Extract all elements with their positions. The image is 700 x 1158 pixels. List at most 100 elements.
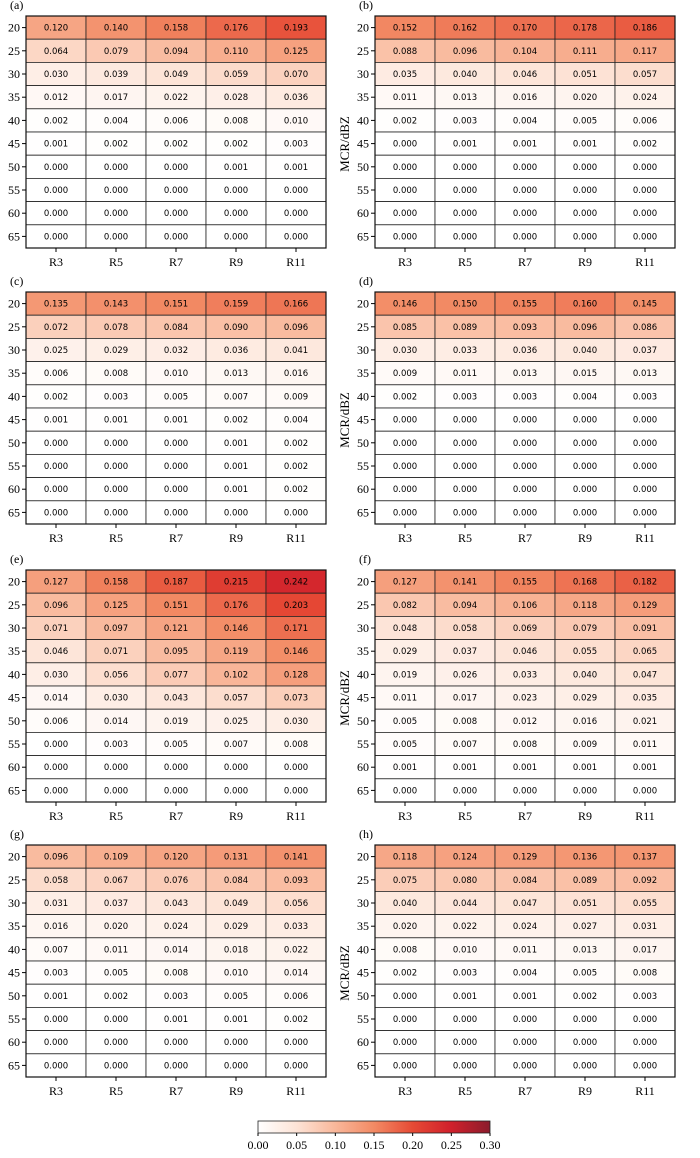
x-tick-label: R11 bbox=[286, 809, 306, 823]
x-tick-label: R7 bbox=[518, 1084, 532, 1098]
colorbar-tick-label: 0.10 bbox=[325, 1138, 346, 1152]
cell-value-label: 0.024 bbox=[513, 922, 537, 932]
x-tick-label: R3 bbox=[398, 1084, 412, 1098]
cell-value-label: 0.000 bbox=[44, 1038, 68, 1048]
x-tick-label: R9 bbox=[229, 255, 243, 269]
cell-value-label: 0.096 bbox=[44, 601, 68, 611]
y-tick-label: 55 bbox=[357, 1012, 369, 1026]
cell-value-label: 0.007 bbox=[44, 945, 68, 955]
x-tick-label: R7 bbox=[518, 809, 532, 823]
cell-value-label: 0.203 bbox=[284, 601, 308, 611]
colorbar bbox=[257, 1120, 491, 1134]
y-tick-label: 45 bbox=[8, 691, 20, 705]
cell-value-label: 0.127 bbox=[44, 578, 68, 588]
cell-value-label: 0.036 bbox=[224, 346, 248, 356]
cell-value-label: 0.129 bbox=[513, 853, 537, 863]
cell-value-label: 0.091 bbox=[633, 624, 657, 634]
y-tick-label: 30 bbox=[8, 621, 20, 635]
cell-value-label: 0.000 bbox=[393, 786, 417, 796]
cell-value-label: 0.160 bbox=[573, 300, 597, 310]
cell-value-label: 0.178 bbox=[573, 24, 597, 34]
x-tick-label: R7 bbox=[518, 255, 532, 269]
cell-value-label: 0.121 bbox=[164, 624, 188, 634]
cell-value-label: 0.000 bbox=[164, 186, 188, 196]
cell-value-label: 0.088 bbox=[393, 47, 417, 57]
cell-value-label: 0.082 bbox=[393, 601, 417, 611]
cell-value-label: 0.027 bbox=[573, 922, 597, 932]
cell-value-label: 0.073 bbox=[284, 694, 308, 704]
cell-value-label: 0.017 bbox=[633, 945, 657, 955]
y-tick-label: 30 bbox=[357, 343, 369, 357]
cell-value-label: 0.000 bbox=[164, 232, 188, 242]
cell-value-label: 0.159 bbox=[224, 300, 248, 310]
y-tick-label: 20 bbox=[357, 850, 369, 864]
x-tick-label: R11 bbox=[635, 1084, 655, 1098]
cell-value-label: 0.032 bbox=[164, 346, 188, 356]
cell-value-label: 0.001 bbox=[453, 763, 477, 773]
cell-value-label: 0.001 bbox=[44, 140, 68, 150]
x-tick-label: R7 bbox=[169, 531, 183, 545]
cell-value-label: 0.044 bbox=[453, 899, 477, 909]
x-tick-label: R9 bbox=[578, 809, 592, 823]
cell-value-label: 0.001 bbox=[44, 992, 68, 1002]
cell-value-label: 0.118 bbox=[573, 601, 597, 611]
cell-value-label: 0.000 bbox=[633, 163, 657, 173]
cell-value-label: 0.005 bbox=[164, 392, 188, 402]
cell-value-label: 0.010 bbox=[453, 945, 477, 955]
cell-value-label: 0.004 bbox=[513, 969, 537, 979]
y-axis-label: MCR/dBZ bbox=[0, 116, 3, 172]
cell-value-label: 0.124 bbox=[453, 853, 477, 863]
cell-value-label: 0.118 bbox=[393, 853, 417, 863]
cell-value-label: 0.000 bbox=[633, 508, 657, 518]
cell-value-label: 0.024 bbox=[164, 922, 188, 932]
cell-value-label: 0.000 bbox=[104, 786, 128, 796]
cell-value-label: 0.000 bbox=[513, 485, 537, 495]
y-tick-label: 60 bbox=[8, 1035, 20, 1049]
y-tick-label: 20 bbox=[8, 297, 20, 311]
cell-value-label: 0.031 bbox=[44, 899, 68, 909]
cell-value-label: 0.000 bbox=[453, 416, 477, 426]
cell-value-label: 0.168 bbox=[573, 578, 597, 588]
cell-value-label: 0.009 bbox=[284, 392, 308, 402]
cell-value-label: 0.000 bbox=[633, 232, 657, 242]
cell-value-label: 0.040 bbox=[573, 670, 597, 680]
x-tick-label: R9 bbox=[578, 255, 592, 269]
cell-value-label: 0.151 bbox=[164, 601, 188, 611]
cell-value-label: 0.075 bbox=[393, 876, 417, 886]
cell-value-label: 0.000 bbox=[513, 416, 537, 426]
cell-value-label: 0.084 bbox=[513, 876, 537, 886]
y-axis-label: MCR/dBZ bbox=[0, 945, 3, 1001]
cell-value-label: 0.000 bbox=[513, 186, 537, 196]
cell-value-label: 0.143 bbox=[104, 300, 128, 310]
cell-value-label: 0.009 bbox=[573, 740, 597, 750]
y-tick-label: 25 bbox=[357, 44, 369, 58]
cell-value-label: 0.127 bbox=[393, 578, 417, 588]
cell-value-label: 0.067 bbox=[104, 876, 128, 886]
cell-value-label: 0.046 bbox=[44, 647, 68, 657]
cell-value-label: 0.117 bbox=[633, 47, 657, 57]
cell-value-label: 0.193 bbox=[284, 24, 308, 34]
x-tick-label: R7 bbox=[518, 531, 532, 545]
y-tick-label: 40 bbox=[8, 667, 20, 681]
cell-value-label: 0.006 bbox=[44, 369, 68, 379]
cell-value-label: 0.016 bbox=[284, 369, 308, 379]
cell-value-label: 0.000 bbox=[164, 1061, 188, 1071]
cell-value-label: 0.030 bbox=[104, 694, 128, 704]
y-axis-label: MCR/dBZ bbox=[337, 670, 352, 726]
cell-value-label: 0.120 bbox=[44, 24, 68, 34]
cell-value-label: 0.000 bbox=[453, 1038, 477, 1048]
cell-value-label: 0.048 bbox=[393, 624, 417, 634]
y-tick-label: 60 bbox=[8, 482, 20, 496]
cell-value-label: 0.080 bbox=[453, 876, 477, 886]
cell-value-label: 0.000 bbox=[44, 740, 68, 750]
cell-value-label: 0.011 bbox=[393, 694, 417, 704]
cell-value-label: 0.035 bbox=[393, 70, 417, 80]
cell-value-label: 0.096 bbox=[453, 47, 477, 57]
cell-value-label: 0.084 bbox=[224, 876, 248, 886]
cell-value-label: 0.000 bbox=[393, 1015, 417, 1025]
x-tick-label: R3 bbox=[49, 255, 63, 269]
cell-value-label: 0.002 bbox=[393, 392, 417, 402]
cell-value-label: 0.000 bbox=[453, 462, 477, 472]
cell-value-label: 0.000 bbox=[224, 763, 248, 773]
x-tick-label: R5 bbox=[458, 809, 472, 823]
